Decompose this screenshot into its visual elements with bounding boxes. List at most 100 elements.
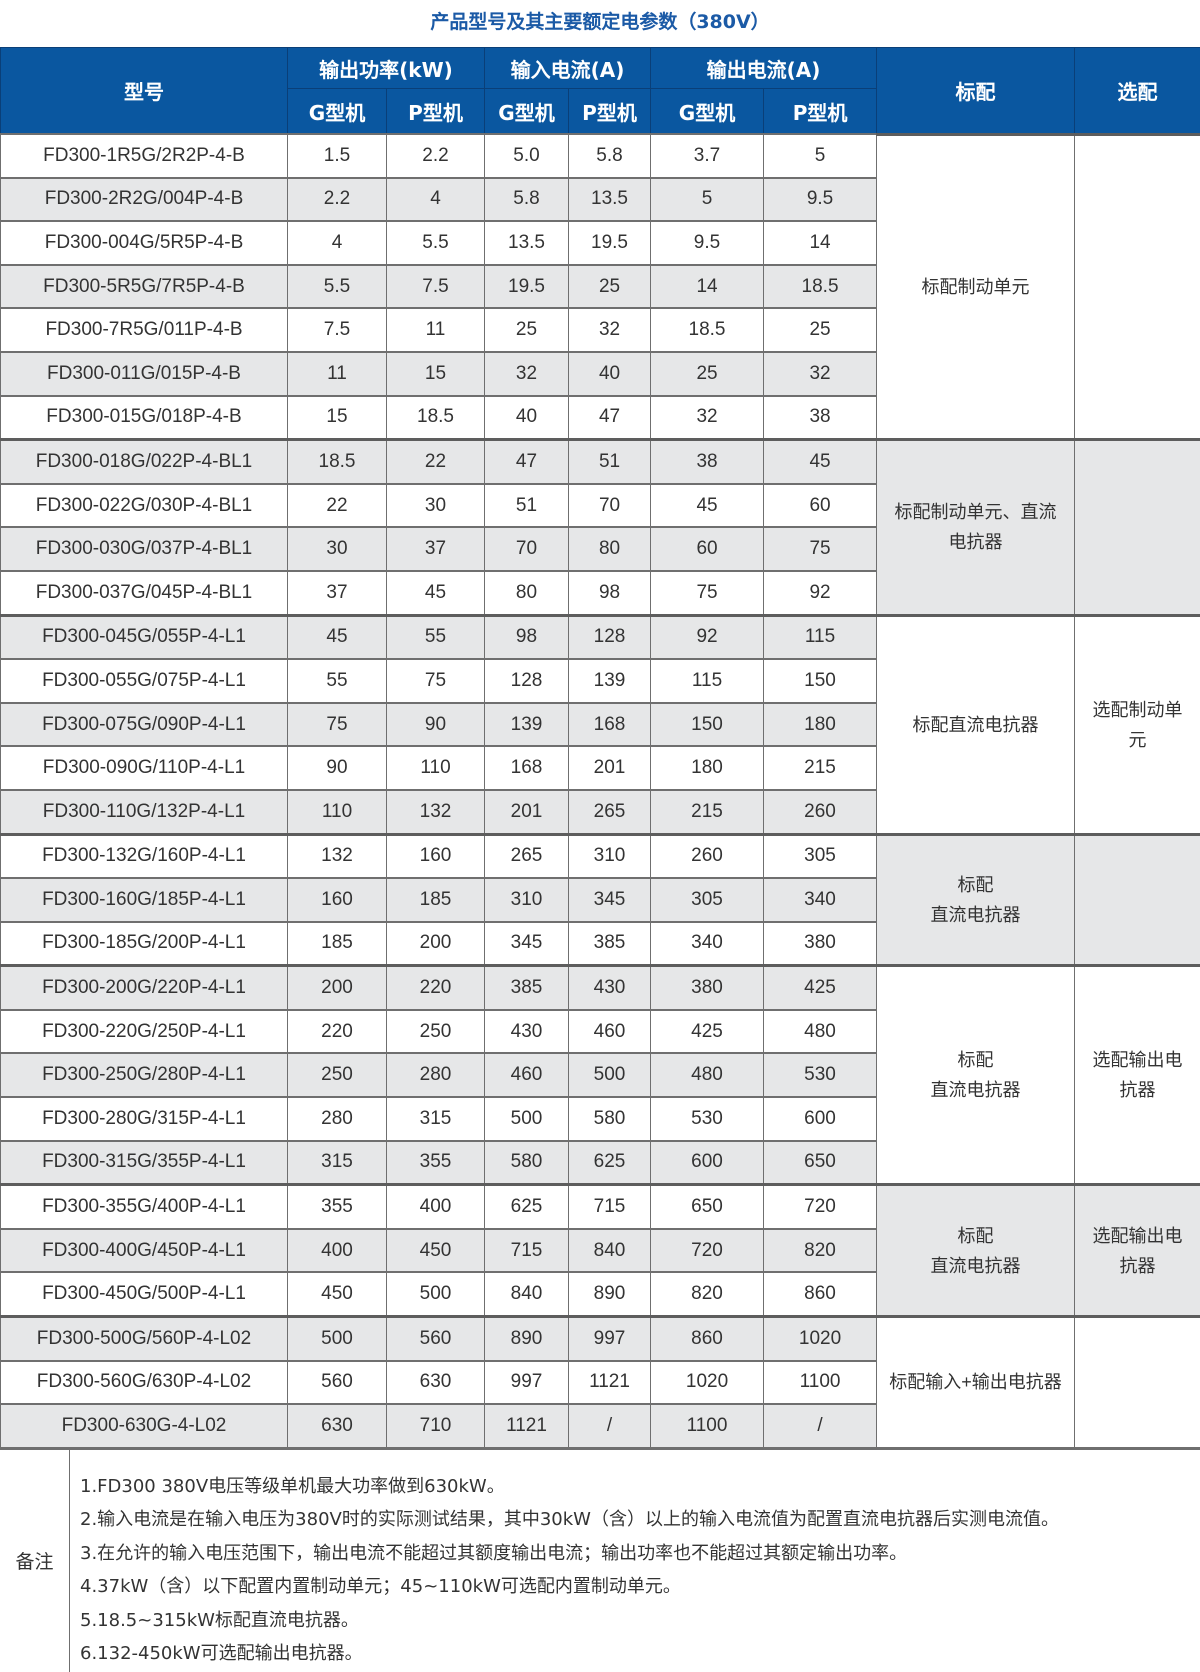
cell-output-g: 650 [651, 1185, 764, 1229]
cell-input-g: 430 [485, 1010, 569, 1054]
cell-output-g: 260 [651, 834, 764, 878]
cell-output-g: 14 [651, 265, 764, 309]
cell-output-p: 18.5 [764, 265, 877, 309]
cell-power-p: 250 [387, 1010, 485, 1054]
cell-input-p: 715 [569, 1185, 651, 1229]
header-input-current: 输入电流(A) [485, 48, 651, 89]
cell-power-p: 450 [387, 1229, 485, 1273]
cell-input-g: 715 [485, 1229, 569, 1273]
cell-input-g: 460 [485, 1053, 569, 1097]
cell-power-g: 37 [288, 571, 387, 615]
cell-power-p: 400 [387, 1185, 485, 1229]
cell-standard: 标配制动单元、直流电抗器 [877, 440, 1075, 615]
cell-power-p: 220 [387, 966, 485, 1010]
cell-input-p: 80 [569, 527, 651, 571]
cell-power-g: 132 [288, 834, 387, 878]
cell-output-g: 45 [651, 484, 764, 528]
cell-power-g: 15 [288, 396, 387, 440]
cell-power-g: 220 [288, 1010, 387, 1054]
cell-input-p: 98 [569, 571, 651, 615]
cell-standard: 标配 直流电抗器 [877, 966, 1075, 1185]
cell-output-g: 1020 [651, 1361, 764, 1405]
cell-power-g: 90 [288, 746, 387, 790]
cell-output-g: 425 [651, 1010, 764, 1054]
cell-output-p: 150 [764, 659, 877, 703]
cell-power-g: 355 [288, 1185, 387, 1229]
cell-output-p: 340 [764, 878, 877, 922]
cell-output-g: 860 [651, 1317, 764, 1361]
cell-input-g: 168 [485, 746, 569, 790]
cell-power-p: 22 [387, 440, 485, 484]
note-item: 2.输入电流是在输入电压为380V时的实际测试结果，其中30kW（含）以上的输入… [80, 1503, 1059, 1537]
cell-input-g: 5.0 [485, 134, 569, 178]
cell-power-p: 37 [387, 527, 485, 571]
cell-power-p: 355 [387, 1141, 485, 1185]
cell-power-g: 280 [288, 1097, 387, 1141]
cell-power-g: 185 [288, 922, 387, 966]
cell-power-p: 30 [387, 484, 485, 528]
cell-optional [1075, 834, 1200, 966]
header-power-g: G型机 [288, 89, 387, 135]
cell-output-p: 260 [764, 790, 877, 834]
cell-input-p: 128 [569, 615, 651, 659]
cell-output-p: 75 [764, 527, 877, 571]
cell-optional [1075, 440, 1200, 615]
cell-input-g: 500 [485, 1097, 569, 1141]
cell-model: FD300-450G/500P-4-L1 [1, 1272, 288, 1316]
cell-output-p: 25 [764, 308, 877, 352]
header-model: 型号 [1, 48, 288, 135]
cell-output-p: 860 [764, 1272, 877, 1316]
cell-power-p: 500 [387, 1272, 485, 1316]
cell-output-p: 92 [764, 571, 877, 615]
header-in-g: G型机 [485, 89, 569, 135]
cell-input-g: 80 [485, 571, 569, 615]
cell-input-p: 890 [569, 1272, 651, 1316]
cell-input-g: 25 [485, 308, 569, 352]
cell-input-p: 430 [569, 966, 651, 1010]
cell-standard: 标配 直流电抗器 [877, 1185, 1075, 1317]
cell-power-p: 18.5 [387, 396, 485, 440]
cell-output-p: 820 [764, 1229, 877, 1273]
cell-output-g: 600 [651, 1141, 764, 1185]
cell-output-g: 305 [651, 878, 764, 922]
cell-power-p: 185 [387, 878, 485, 922]
cell-power-p: 315 [387, 1097, 485, 1141]
cell-power-p: 560 [387, 1317, 485, 1361]
header-power-p: P型机 [387, 89, 485, 135]
cell-output-g: 5 [651, 178, 764, 222]
cell-power-g: 200 [288, 966, 387, 1010]
note-item: 1.FD300 380V电压等级单机最大功率做到630kW。 [80, 1470, 1059, 1504]
cell-power-g: 500 [288, 1317, 387, 1361]
cell-input-g: 13.5 [485, 221, 569, 265]
cell-power-g: 55 [288, 659, 387, 703]
cell-output-g: 18.5 [651, 308, 764, 352]
cell-output-g: 92 [651, 615, 764, 659]
cell-output-p: 530 [764, 1053, 877, 1097]
cell-power-g: 75 [288, 703, 387, 747]
cell-input-p: / [569, 1404, 651, 1447]
header-in-p: P型机 [569, 89, 651, 135]
cell-power-g: 110 [288, 790, 387, 834]
cell-power-g: 315 [288, 1141, 387, 1185]
cell-output-g: 3.7 [651, 134, 764, 178]
cell-input-g: 1121 [485, 1404, 569, 1447]
cell-output-p: 380 [764, 922, 877, 966]
cell-output-p: 305 [764, 834, 877, 878]
cell-output-p: 14 [764, 221, 877, 265]
cell-model: FD300-075G/090P-4-L1 [1, 703, 288, 747]
cell-model: FD300-200G/220P-4-L1 [1, 966, 288, 1010]
cell-power-p: 45 [387, 571, 485, 615]
cell-optional: 选配制动单元 [1075, 615, 1200, 834]
cell-input-g: 139 [485, 703, 569, 747]
header-out-g: G型机 [651, 89, 764, 135]
cell-model: FD300-015G/018P-4-B [1, 396, 288, 440]
header-output-current: 输出电流(A) [651, 48, 877, 89]
cell-power-g: 160 [288, 878, 387, 922]
cell-input-g: 580 [485, 1141, 569, 1185]
cell-input-p: 1121 [569, 1361, 651, 1405]
cell-output-p: 215 [764, 746, 877, 790]
cell-power-p: 5.5 [387, 221, 485, 265]
cell-output-g: 1100 [651, 1404, 764, 1447]
cell-power-g: 45 [288, 615, 387, 659]
